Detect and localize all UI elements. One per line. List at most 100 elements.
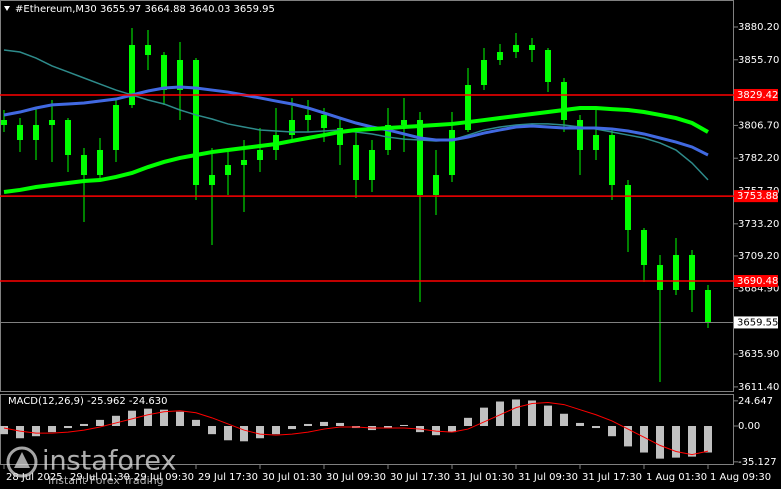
y-tick-label: 3880.20	[738, 22, 779, 33]
macd-bar	[512, 399, 520, 426]
macd-bar	[608, 426, 616, 437]
candle-body	[641, 229, 647, 265]
candle-body	[705, 289, 711, 323]
x-tick-label: 30 Jul 01:30	[262, 472, 322, 483]
candle-body	[305, 115, 311, 120]
y-tick-label: 3733.20	[738, 219, 779, 230]
macd-bar	[176, 411, 184, 426]
macd-bar	[656, 426, 664, 459]
macd-bar	[112, 415, 120, 426]
macd-bar	[64, 426, 72, 429]
candle-body	[113, 105, 119, 150]
macd-bar	[640, 426, 648, 453]
macd-bar	[192, 419, 200, 426]
candle-body	[433, 175, 439, 195]
logo-ring	[6, 446, 38, 478]
chart-title: #Ethereum,M30 3655.97 3664.88 3640.03 36…	[15, 4, 275, 15]
candle-body	[49, 119, 55, 125]
macd-bar	[0, 426, 8, 435]
macd-bar	[544, 405, 552, 426]
macd-bar	[48, 426, 56, 433]
y-tick-label: 3709.20	[738, 251, 779, 262]
macd-bar	[32, 426, 40, 437]
signal-line	[3, 402, 709, 456]
level-label: 3690.48	[737, 276, 778, 287]
macd-bar	[240, 426, 248, 442]
macd-bar	[560, 413, 568, 426]
candle-body	[401, 119, 407, 125]
macd-bar	[576, 422, 584, 426]
watermark-tagline: Instant Forex Trading	[48, 474, 164, 487]
x-tick-label: 29 Jul 09:30	[134, 472, 194, 483]
x-tick-label: 1 Aug 09:30	[710, 472, 771, 483]
candle-body	[577, 119, 583, 150]
candle-body	[545, 49, 551, 82]
macd-bar	[336, 422, 344, 426]
macd-bar	[96, 419, 104, 426]
logo-mark	[14, 452, 30, 468]
candle-body	[1, 119, 7, 125]
y-tick-label: 3782.20	[738, 153, 779, 164]
macd-bar	[320, 421, 328, 426]
candle-body	[65, 119, 71, 156]
macd-bar	[432, 426, 440, 436]
macd-bar	[224, 426, 232, 441]
level-label-bg	[734, 190, 778, 203]
macd-bar	[16, 426, 24, 439]
y-tick-label: 3635.90	[738, 349, 779, 360]
candle-body	[337, 127, 343, 145]
candle-body	[129, 45, 135, 106]
candle-body	[289, 119, 295, 135]
candle-body	[513, 45, 519, 53]
candle-body	[689, 254, 695, 290]
candle-body	[625, 184, 631, 230]
macd-bar	[272, 426, 280, 435]
menu-arrow	[4, 6, 10, 11]
macd-bar	[384, 426, 392, 429]
candle-body	[497, 52, 503, 60]
macd-bar	[448, 426, 456, 433]
candle-body	[193, 59, 199, 185]
candle-body	[657, 264, 663, 290]
x-tick-label: 29 Jul 17:30	[198, 472, 258, 483]
y-tick-label: -35.127	[738, 457, 777, 468]
watermark-brand: instaforex	[42, 446, 176, 477]
candle-body	[257, 149, 263, 160]
y-tick-label: 3611.40	[738, 382, 779, 393]
macd-bar	[400, 424, 408, 426]
y-tick-label: 3855.70	[738, 55, 779, 66]
watermark: instaforex Instant Forex Trading	[6, 446, 176, 487]
candle-body	[529, 45, 535, 50]
macd-bar	[480, 407, 488, 426]
candle-body	[17, 124, 23, 141]
macd-title: MACD(12,26,9) -25.962 -24.630	[8, 396, 168, 407]
candle-body	[209, 175, 215, 185]
x-tick-label: 30 Jul 09:30	[326, 472, 386, 483]
macd-bar	[256, 426, 264, 439]
macd-bar	[144, 408, 152, 426]
macd-bar	[208, 426, 216, 435]
candle-body	[225, 165, 231, 176]
x-tick-label: 31 Jul 17:30	[582, 472, 642, 483]
candle-body	[449, 130, 455, 176]
moving-average	[3, 85, 709, 157]
candle-body	[97, 149, 103, 176]
candle-body	[609, 134, 615, 185]
candle-body	[561, 81, 567, 120]
y-tick-label: 3806.70	[738, 120, 779, 131]
main-panel: 3880.203855.703806.703782.203757.703733.…	[0, 22, 779, 483]
x-tick-label: 31 Jul 01:30	[454, 472, 514, 483]
candle-body	[145, 45, 151, 56]
x-tick-label: 28 Jul 2025	[6, 472, 63, 483]
macd-bar	[672, 426, 680, 458]
macd-bar	[464, 417, 472, 426]
last-price-label: 3659.55	[737, 317, 778, 328]
x-tick-label: 31 Jul 09:30	[518, 472, 578, 483]
macd-bar	[704, 426, 712, 453]
candle-body	[177, 59, 183, 90]
candle-body	[321, 115, 327, 128]
macd-bar	[528, 400, 536, 426]
